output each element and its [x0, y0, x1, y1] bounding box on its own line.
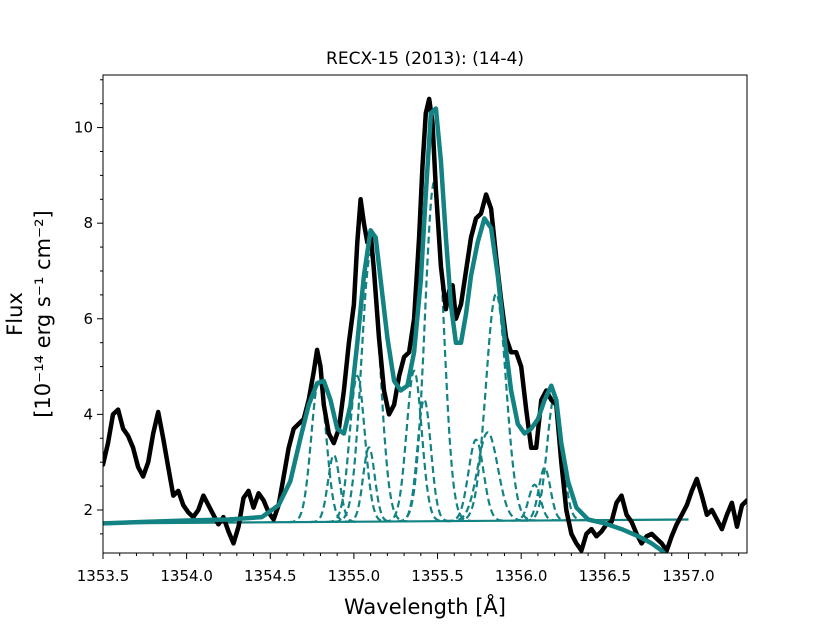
component-line-1	[288, 379, 349, 524]
x-axis-label: Wavelength [Å]	[344, 593, 506, 619]
y-tick-label: 8	[83, 214, 93, 232]
y-tick-label: 6	[83, 310, 93, 328]
series-layer	[103, 96, 747, 553]
x-tick-label: 1354.0	[160, 567, 213, 585]
component-line-11	[455, 291, 537, 523]
y-tick-label: 4	[83, 405, 93, 423]
y-axis-label-line1: Flux	[3, 292, 27, 336]
y-axis-label-group: Flux [10⁻¹⁴ erg s⁻¹ cm⁻²]	[3, 210, 55, 418]
x-tick-label: 1356.5	[579, 567, 632, 585]
chart-title: RECX-15 (2013): (14-4)	[326, 49, 524, 69]
model-fit-line	[103, 106, 668, 553]
y-axis-label-line2: [10⁻¹⁴ erg s⁻¹ cm⁻²]	[31, 210, 55, 418]
component-line-12	[511, 483, 558, 522]
component-line-9	[445, 438, 507, 523]
x-tick-label: 1356.0	[495, 567, 548, 585]
y-tick-label: 10	[74, 119, 93, 137]
component-line-5	[345, 446, 393, 523]
x-tick-label: 1355.5	[411, 567, 464, 585]
component-line-6	[383, 369, 445, 523]
component-line-13	[521, 466, 568, 522]
y-tick-label: 2	[83, 501, 93, 519]
x-tick-label: 1353.5	[77, 567, 130, 585]
plot-frame	[102, 74, 748, 554]
x-tick-label: 1357.0	[662, 567, 715, 585]
component-line-10	[447, 431, 528, 523]
component-line-3	[326, 374, 388, 523]
component-line-2	[310, 453, 358, 524]
component-line-8	[397, 179, 471, 523]
axes-layer: 1353.5 1354.0 1354.5 1355.0 1355.5 1356.0 1356…	[74, 79, 740, 585]
x-tick-label: 1355.0	[328, 567, 381, 585]
x-tick-label: 1354.5	[244, 567, 297, 585]
